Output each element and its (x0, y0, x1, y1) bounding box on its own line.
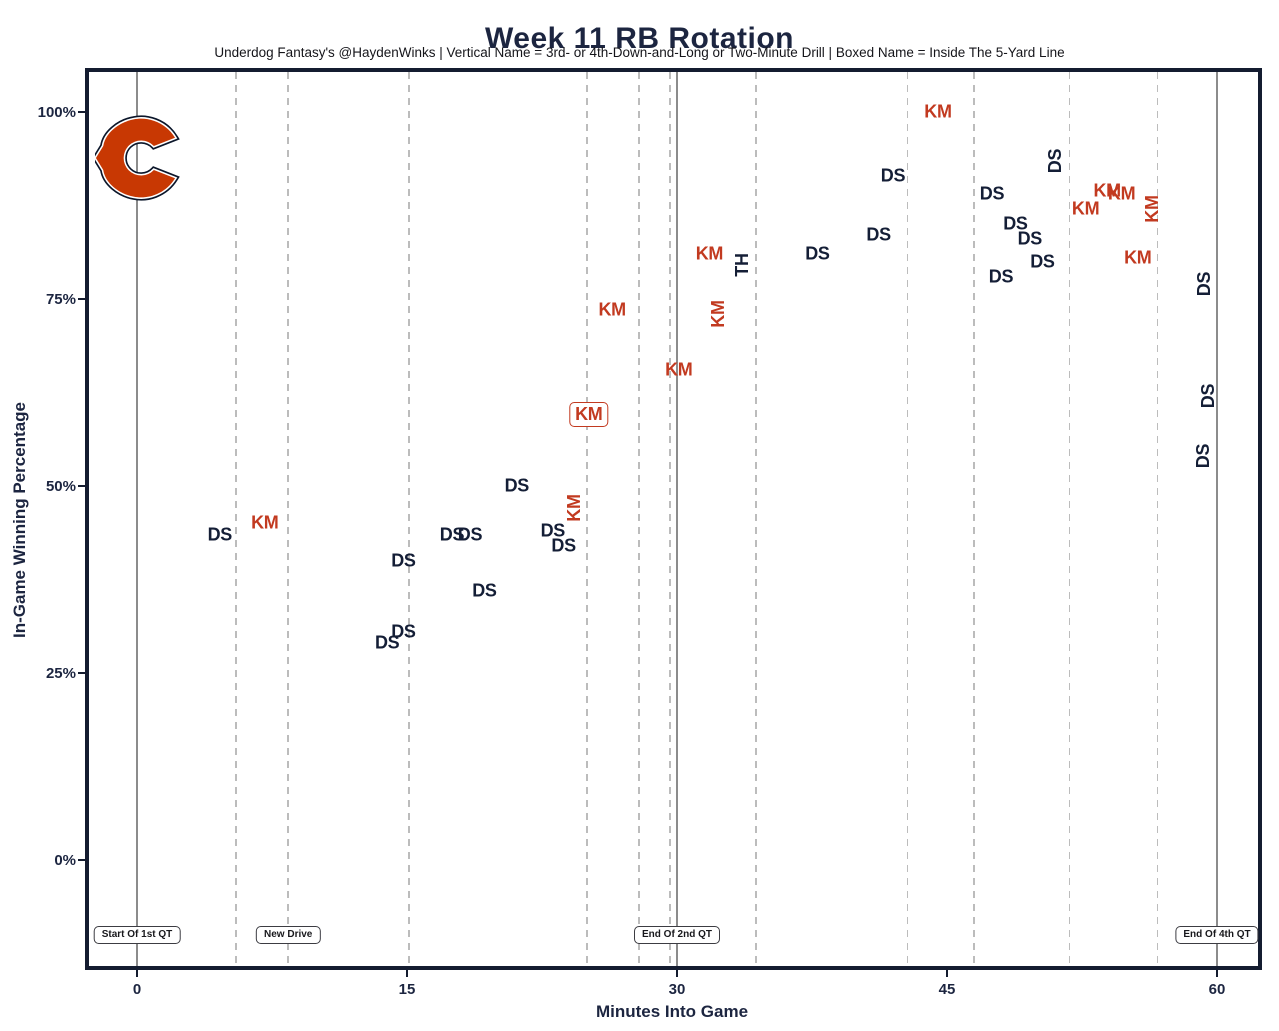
quarter-boundary-line (136, 72, 138, 966)
y-tick-label: 100% (37, 104, 76, 121)
x-tick-label: 60 (1208, 981, 1226, 998)
y-tick-label: 25% (45, 665, 76, 682)
drive-start-line (408, 72, 410, 966)
data-point-label: KM (1124, 247, 1152, 268)
data-point-label: KM (665, 359, 693, 380)
data-point-label: DS (504, 475, 530, 496)
data-point-label: TH (731, 253, 752, 278)
data-point-label: DS (1017, 228, 1043, 249)
data-point-label: DS (472, 580, 497, 601)
x-tick-mark (406, 970, 408, 977)
quarter-annotation: End Of 4th QT (1175, 926, 1259, 944)
data-point-label: KM (564, 494, 585, 523)
data-point-label: KM (695, 243, 724, 264)
x-tick-label: 30 (668, 981, 686, 998)
data-point-label: KM (924, 101, 952, 122)
data-point-label: KM (1107, 183, 1136, 204)
data-point-label: DS (207, 524, 233, 545)
data-point-label: KM (1071, 198, 1100, 219)
y-tick-mark (78, 672, 85, 674)
x-tick-label: 45 (938, 981, 956, 998)
y-axis-title: In-Game Winning Percentage (10, 402, 29, 638)
page-title: Week 11 RB Rotation (484, 22, 795, 56)
data-point-label: KM (1093, 180, 1121, 201)
data-point-label: DS (391, 621, 416, 642)
data-point-label: DS (1198, 384, 1218, 409)
data-point-label: KM (251, 513, 279, 534)
quarter-boundary-line (1216, 72, 1218, 966)
data-point-label: DS (374, 632, 400, 653)
y-tick-mark (78, 859, 85, 861)
drive-start-line (755, 72, 757, 966)
quarter-annotation: End Of 2nd QT (634, 926, 720, 944)
data-point-label: DS (805, 243, 830, 264)
y-tick-mark (78, 111, 85, 113)
data-point-label: DS (1030, 251, 1055, 272)
data-point-label: DS (979, 183, 1005, 204)
data-point-label: DS (457, 524, 483, 545)
data-point-label: DS (880, 165, 906, 186)
y-tick-label: 0% (54, 852, 76, 869)
y-tick-label: 75% (45, 291, 76, 308)
x-tick-mark (136, 970, 138, 977)
data-point-label: DS (866, 225, 891, 246)
data-point-label: DS (1194, 271, 1215, 297)
y-tick-mark (78, 298, 85, 300)
quarter-boundary-line (676, 72, 678, 966)
plot-area: Start Of 1st QT New Drive End Of 2nd QT End… (85, 68, 1262, 970)
x-tick-label: 15 (398, 981, 416, 998)
data-point-label: DS (540, 520, 566, 541)
data-point-label: DS (391, 550, 416, 571)
quarter-annotation: Start Of 1st QT (93, 926, 181, 944)
drive-start-line (1068, 72, 1071, 966)
data-point-label: KM (598, 299, 626, 320)
data-point-label: DS (551, 535, 576, 556)
x-tick-mark (946, 970, 948, 977)
data-point-label: KM (708, 300, 729, 328)
drive-start-line (638, 72, 640, 966)
data-point-label: DS (439, 524, 465, 545)
data-point-label: DS (1003, 213, 1028, 234)
drive-start-line (973, 72, 975, 966)
drive-start-line (586, 72, 588, 966)
x-axis-title: Minutes Into Game (595, 1002, 749, 1021)
drive-start-line (1156, 72, 1159, 966)
data-point-label: KM (569, 401, 609, 427)
drive-start-line (287, 72, 289, 966)
x-tick-mark (676, 970, 678, 977)
data-point-label: DS (1192, 443, 1213, 469)
quarter-annotation: New Drive (256, 926, 321, 944)
data-point-label: DS (988, 266, 1014, 287)
y-tick-mark (78, 485, 85, 487)
drive-start-line (235, 72, 237, 966)
chart-subtitle: Underdog Fantasy's @HaydenWinks | Vertic… (214, 45, 1065, 60)
data-point-label: DS (1045, 148, 1065, 173)
drive-start-line (906, 72, 909, 966)
data-point-label: KM (1142, 195, 1163, 223)
x-tick-label: 0 (132, 981, 142, 998)
drive-start-line (669, 72, 671, 966)
y-tick-label: 50% (45, 478, 76, 495)
chicago-bears-logo-icon (95, 115, 180, 201)
x-tick-mark (1216, 970, 1218, 977)
